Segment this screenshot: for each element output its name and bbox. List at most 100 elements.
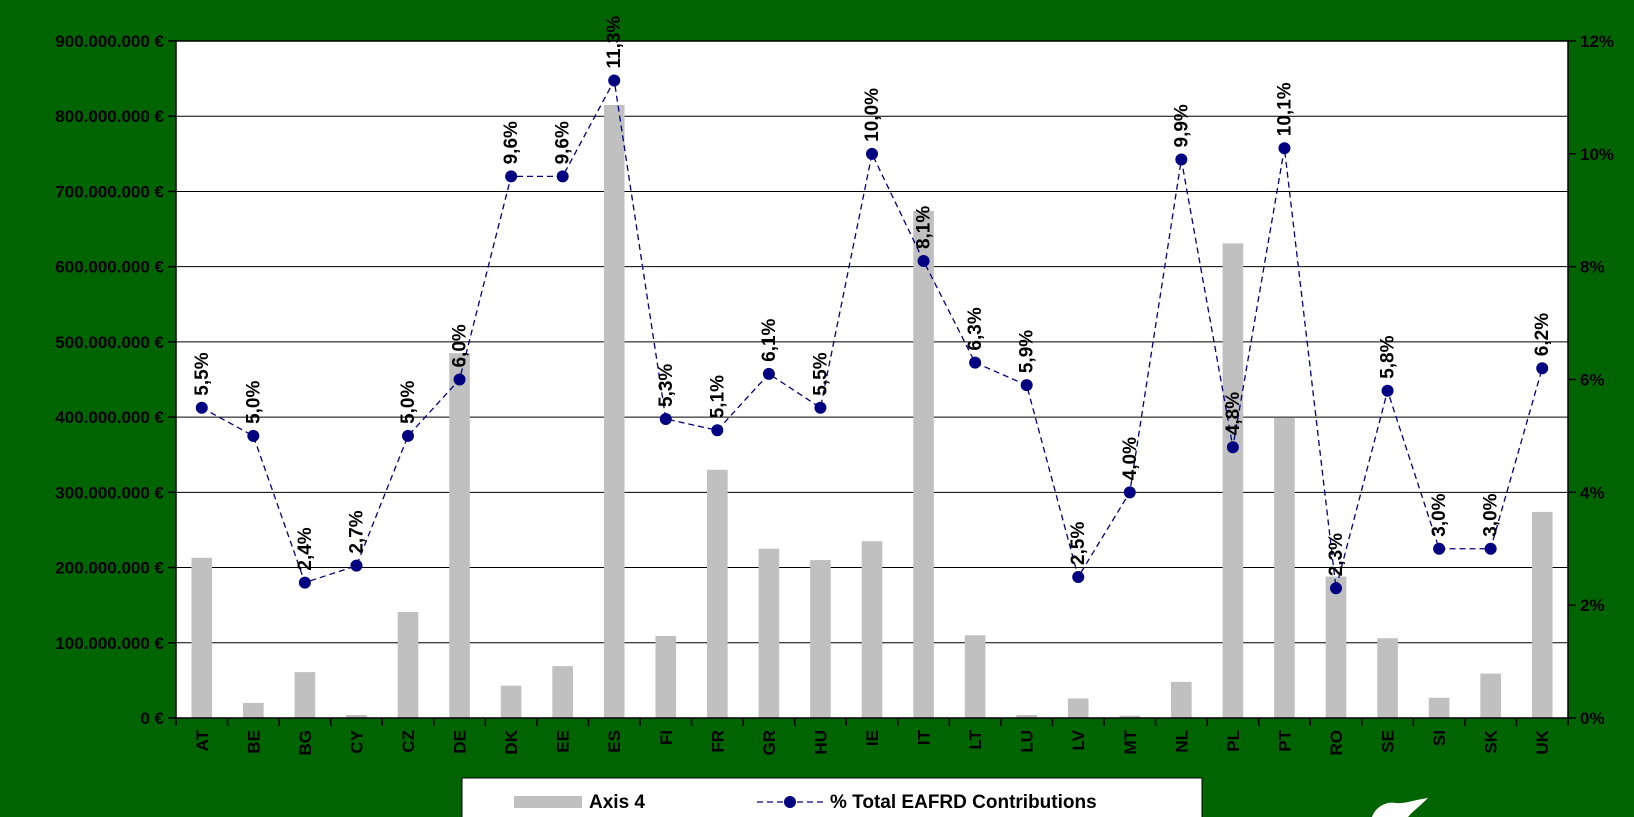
legend-box <box>461 777 1203 817</box>
point-cy <box>350 559 363 572</box>
x-tick-label-ee: EE <box>554 730 573 753</box>
data-label-fr: 5,1% <box>707 375 728 418</box>
y-right-tick-label: 12% <box>1580 32 1614 51</box>
point-ee <box>556 170 569 183</box>
data-label-bg: 2,4% <box>295 527 316 570</box>
point-ie <box>866 147 878 160</box>
data-label-be: 5,0% <box>243 381 264 424</box>
bar-de <box>449 353 470 718</box>
point-sk <box>1484 542 1497 555</box>
data-label-gr: 6,1% <box>759 318 780 361</box>
bar-ie <box>861 541 883 718</box>
legend-label-eafrd: % Total EAFRD Contributions <box>830 792 1097 813</box>
bar-es <box>603 104 625 718</box>
x-tick-label-pt: PT <box>1275 729 1294 751</box>
data-label-hu: 5,5% <box>810 352 831 395</box>
legend: Axis 4 % Total EAFRD Contributions <box>461 777 1203 817</box>
y-left-tick-label: 200.000.000 € <box>55 559 164 578</box>
point-de <box>453 373 466 386</box>
data-label-ie: 10,0% <box>862 88 883 142</box>
x-tick-label-cz: CZ <box>399 730 418 753</box>
x-tick-label-si: SI <box>1430 730 1449 746</box>
x-tick-label-fr: FR <box>708 730 727 753</box>
bar-hu <box>810 560 831 718</box>
y-right-tick-label: 8% <box>1580 258 1605 277</box>
y-right-tick-label: 4% <box>1580 483 1605 502</box>
bar-ee <box>552 666 573 718</box>
y-right-tick-label: 10% <box>1580 145 1614 164</box>
bar-fi <box>655 636 677 718</box>
point-hu <box>814 401 827 414</box>
bar-gr <box>758 548 780 718</box>
x-tick-label-uk: UK <box>1533 729 1552 754</box>
data-label-lu: 5,9% <box>1017 330 1038 373</box>
bar-lu <box>1016 714 1037 718</box>
point-lu <box>1020 379 1033 392</box>
point-pl <box>1226 441 1239 454</box>
point-se <box>1381 384 1394 397</box>
bar-bg <box>294 672 316 718</box>
bar-si <box>1428 697 1450 718</box>
y-left-tick-label: 700.000.000 € <box>55 182 164 201</box>
x-tick-label-se: SE <box>1379 730 1398 753</box>
point-it <box>917 255 930 268</box>
data-label-se: 5,8% <box>1378 335 1399 378</box>
data-label-fi: 5,3% <box>656 364 677 407</box>
data-label-at: 5,5% <box>192 352 213 395</box>
y-left-tick-label: 100.000.000 € <box>55 634 164 653</box>
x-tick-label-ie: IE <box>863 730 882 746</box>
data-label-it: 8,1% <box>914 206 935 249</box>
y-left-tick-label: 800.000.000 € <box>55 107 164 126</box>
line-series-eafrd <box>201 78 1543 589</box>
x-tick-label-gr: GR <box>760 730 779 756</box>
y-left-tick-label: 500.000.000 € <box>55 333 164 352</box>
point-fr <box>711 424 724 437</box>
data-label-ro: 2,3% <box>1326 533 1347 576</box>
bar-dk <box>500 685 522 718</box>
x-tick-label-lu: LU <box>1018 730 1037 753</box>
data-label-pl: 4,8% <box>1223 392 1244 435</box>
x-tick-label-pl: PL <box>1224 730 1243 752</box>
x-tick-label-lv: LV <box>1069 729 1088 750</box>
bar-pl <box>1222 243 1244 718</box>
data-label-sk: 3,0% <box>1481 493 1502 536</box>
y-left-tick-label: 0 € <box>140 709 164 728</box>
y-left-tick-label: 900.000.000 € <box>55 32 164 51</box>
point-lv <box>1072 570 1085 583</box>
bar-mt <box>1119 715 1141 718</box>
x-tick-label-nl: NL <box>1172 730 1191 753</box>
data-label-nl: 9,9% <box>1171 104 1192 147</box>
bar-at <box>191 557 213 718</box>
data-label-si: 3,0% <box>1429 493 1450 536</box>
bar-cz <box>397 611 419 718</box>
x-tick-label-cy: CY <box>347 729 366 753</box>
point-es <box>608 74 621 87</box>
bar-it <box>913 211 934 718</box>
x-tick-label-at: AT <box>193 729 212 751</box>
bar-ro <box>1325 576 1347 718</box>
data-label-dk: 9,6% <box>501 121 522 164</box>
data-label-mt: 4,0% <box>1120 437 1141 480</box>
bar-cy <box>346 714 367 718</box>
x-axis: AT BE BG CY CZ DE DK EE ES FI FR GR HU IE IT LT LU LV MT NL… <box>175 718 1569 756</box>
x-tick-label-sk: SK <box>1482 729 1501 753</box>
point-bg <box>298 576 311 589</box>
legend-marker-eafrd <box>784 796 796 808</box>
legend-label-axis-4: Axis 4 <box>589 792 645 813</box>
bar-pt <box>1274 417 1295 718</box>
point-fi <box>659 412 672 425</box>
data-labels: 5,5% 5,0% 2,4% 2,7% 5,0% 6,0% 9,6% 9,6% 11,3% 5,3… <box>192 16 1553 577</box>
bar-se <box>1377 638 1398 718</box>
x-tick-label-mt: MT <box>1121 729 1140 754</box>
data-label-es: 11,3% <box>604 16 625 69</box>
bar-lt <box>964 635 986 718</box>
y-axis-left: 0 € 100.000.000 € 200.000.000 € 300.000.000… <box>55 32 176 728</box>
point-gr <box>762 367 775 380</box>
point-uk <box>1536 362 1549 375</box>
point-dk <box>505 170 518 183</box>
x-tick-label-lt: LT <box>966 729 985 749</box>
leaf-mark <box>1372 798 1428 817</box>
point-be <box>247 429 260 442</box>
point-ro <box>1330 582 1342 595</box>
data-label-cz: 5,0% <box>398 381 419 424</box>
